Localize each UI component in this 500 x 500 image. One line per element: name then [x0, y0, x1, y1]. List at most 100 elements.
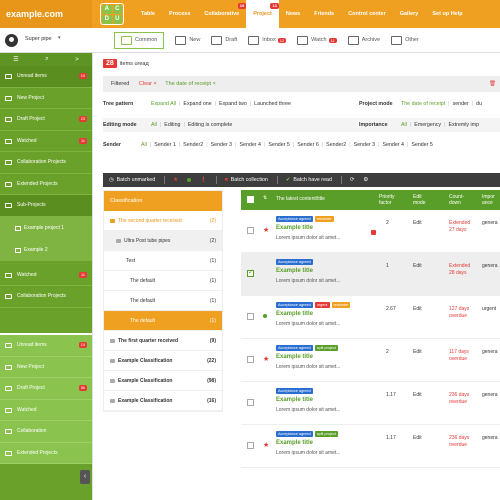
row-checkbox[interactable] [247, 442, 254, 449]
toolbar-new[interactable]: New [175, 35, 200, 45]
menu-icon[interactable]: ☰ [13, 57, 19, 63]
toolbar-common[interactable]: Common [114, 31, 165, 49]
sender-option[interactable]: Sender 4 [382, 142, 404, 148]
sidebar-item-new-project[interactable]: New Project [0, 88, 92, 109]
sidebar-subitem[interactable]: Example 2 [0, 238, 92, 261]
row-title[interactable]: Example title [276, 397, 314, 403]
tree-option[interactable]: Expand All [151, 101, 177, 107]
row-checkbox[interactable] [247, 268, 254, 277]
nav-control-center[interactable]: Control center [341, 0, 393, 28]
row-checkbox[interactable] [247, 227, 254, 234]
row-title[interactable]: Example title [276, 311, 314, 317]
panel-item-watched[interactable]: Watched [0, 400, 92, 421]
mode-option[interactable]: The date of receipt [401, 101, 446, 107]
editing-option[interactable]: All [151, 122, 157, 128]
row-title[interactable]: Example title [276, 268, 314, 274]
row-checkbox[interactable] [247, 356, 254, 363]
sender-option[interactable]: Sender 6 [297, 142, 319, 148]
nav-gallery[interactable]: Gallery [393, 0, 426, 28]
sender-option[interactable]: Sender 3 [210, 142, 233, 148]
col-content[interactable]: The latest content/title [276, 196, 325, 202]
classification-item[interactable]: The default (1) [104, 311, 222, 331]
col-importance[interactable]: Impor ance [482, 194, 495, 206]
star-icon[interactable]: ★ [263, 442, 270, 449]
nav-project[interactable]: Project 13 [246, 0, 279, 28]
col-edit-mode[interactable]: Edit mode [413, 194, 426, 206]
trash-icon[interactable]: 🗑 [489, 81, 496, 87]
sender-option[interactable]: Sender 5 [411, 142, 433, 148]
user-bar[interactable]: Super pipe ▾ [0, 28, 92, 53]
col-countdown[interactable]: Count-down [449, 194, 465, 206]
select-all-checkbox[interactable] [247, 196, 254, 203]
sender-option[interactable]: All [141, 142, 147, 148]
mode-option[interactable]: sender [452, 101, 469, 107]
batch-read-button[interactable]: ✔ Batch have read [286, 177, 332, 183]
nav-process[interactable]: Process [162, 0, 197, 28]
importance-option[interactable]: Emergency [414, 122, 442, 128]
brand-name[interactable]: example.com [0, 0, 92, 28]
editing-option[interactable]: Editing is complete [187, 122, 233, 128]
expand-icon[interactable]: > [75, 56, 79, 63]
mode-option[interactable]: du [476, 101, 483, 107]
status-dot-icon[interactable] [263, 313, 267, 320]
batch-collection-button[interactable]: ■ Batch collection [225, 177, 268, 183]
sidebar-item-sub-projects[interactable]: Sub-Projects [0, 195, 92, 217]
batch-unmarked-button[interactable]: ◷ Batch unmarked [109, 177, 155, 183]
editing-option[interactable]: Editing [164, 122, 181, 128]
sender-option[interactable]: Sender 3 [353, 142, 376, 148]
classification-item[interactable]: Example Classification (22) [104, 351, 222, 371]
importance-option[interactable]: Extremly imp [448, 122, 480, 128]
row-checkbox[interactable] [247, 399, 254, 406]
attachment-icon[interactable] [371, 230, 376, 235]
classification-item[interactable]: The first quarter received (9) [104, 331, 222, 351]
classification-item[interactable]: Example Classification (16) [104, 391, 222, 411]
col-priority[interactable]: Priority factor [379, 194, 395, 206]
row-title[interactable]: Example title [276, 225, 314, 231]
filter-chip[interactable]: The date of receipt × [165, 81, 216, 87]
row-title[interactable]: Example title [276, 354, 314, 360]
table-row[interactable]: Acceptance agreed urgent reminder Example … [241, 296, 500, 339]
sidebar-item-unread[interactable]: Unread items 19 [0, 66, 92, 88]
toolbar-watch[interactable]: Watch 11 [297, 35, 337, 45]
panel-item-extended[interactable]: Extended Projects [0, 443, 92, 464]
user-name[interactable]: Super pipe [25, 36, 52, 42]
nav-friends[interactable]: Friends [307, 0, 341, 28]
star-icon[interactable]: ★ [263, 227, 270, 234]
sender-option[interactable]: Sender 1 [154, 142, 176, 148]
chevron-down-icon[interactable]: ▾ [58, 35, 61, 41]
sidebar-item-extended[interactable]: Extended Projects [0, 174, 92, 195]
nav-collaborative[interactable]: Collaborative 15 [197, 0, 247, 28]
nav-table[interactable]: Table [134, 0, 162, 28]
classification-item[interactable]: The default (1) [104, 271, 222, 291]
row-title[interactable]: Example title [276, 440, 314, 446]
tree-option[interactable]: Expand two [219, 101, 247, 107]
tree-option[interactable]: Expand one [183, 101, 212, 107]
panel-item-new-project[interactable]: New Project [0, 357, 92, 378]
tree-option[interactable]: Launched three [254, 101, 291, 107]
panel-item-draft-project[interactable]: Draft Project 56 [0, 378, 92, 400]
toolbar-inbox[interactable]: Inbox 12 [248, 35, 287, 45]
nav-setup-help[interactable]: Set up Help [425, 0, 469, 28]
table-row[interactable]: Acceptance agreed Example title Lorem ip… [241, 382, 500, 425]
table-row[interactable]: ★ Acceptance agreed split project Example… [241, 425, 500, 468]
classification-item[interactable]: The default (1) [104, 291, 222, 311]
classification-item[interactable]: Test (1) [104, 251, 222, 271]
table-row[interactable]: Acceptance agreed Example title Lorem ip… [241, 253, 500, 296]
toolbar-draft[interactable]: Draft [211, 35, 237, 45]
avatar[interactable] [5, 34, 18, 47]
classification-item[interactable]: Ultra Post tube pipes (2) [104, 231, 222, 251]
classification-item[interactable]: Example Classification (98) [104, 371, 222, 391]
sender-option[interactable]: Sender2 [183, 142, 204, 148]
toolbar-archive[interactable]: Archive [347, 35, 380, 45]
panel-item-unread[interactable]: Unread items 19 [0, 335, 92, 357]
toolbar-other[interactable]: Other [391, 35, 419, 45]
sender-option[interactable]: Sender 5 [268, 142, 290, 148]
collapse-sidebar-button[interactable]: ‹ [80, 470, 90, 484]
nav-news[interactable]: News [279, 0, 307, 28]
search-icon[interactable]: ⌕ [45, 56, 49, 62]
sidebar-item-draft-project[interactable]: Draft Project 23 [0, 109, 92, 131]
sidebar-item-collaboration[interactable]: Collaboration Projects [0, 152, 92, 174]
refresh-button[interactable]: ⟳ [350, 177, 354, 183]
panel-item-collaboration[interactable]: Collaboration [0, 421, 92, 443]
classification-item[interactable]: The second quarter received (2) [104, 211, 222, 231]
